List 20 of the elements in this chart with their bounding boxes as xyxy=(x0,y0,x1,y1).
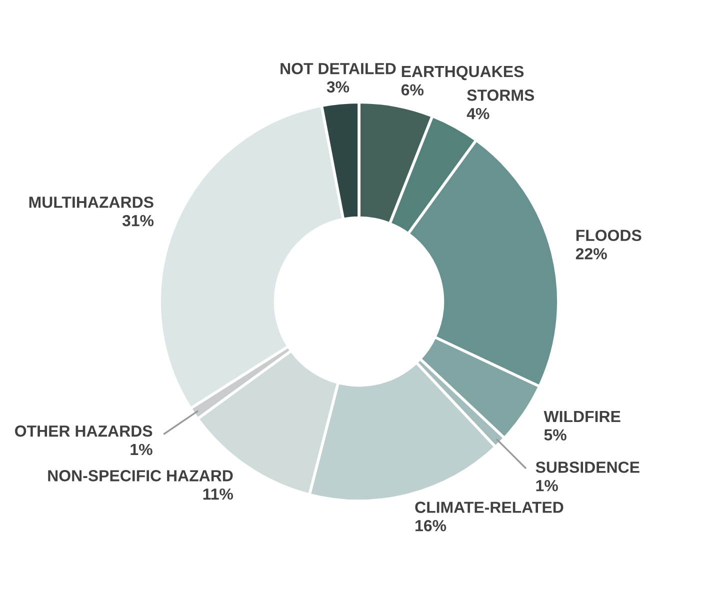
data-label: 3% xyxy=(326,81,350,93)
slice-label: CLIMATE-RELATED xyxy=(415,502,564,513)
data-label: 11% xyxy=(203,488,234,500)
slice-label: SUBSIDENCE xyxy=(536,462,640,473)
data-label: 1% xyxy=(130,444,152,456)
data-label: 16% xyxy=(416,520,446,532)
slice-label: WILDFIRE xyxy=(544,411,620,422)
data-label: 4% xyxy=(466,108,490,120)
slice-label: NOT DETAILED xyxy=(280,62,396,74)
data-label: 1% xyxy=(536,480,558,492)
slice-label: MULTIHAZARDS xyxy=(29,196,154,208)
data-label: 6% xyxy=(401,84,424,96)
data-label: 31% xyxy=(122,214,154,226)
data-label: 5% xyxy=(544,429,566,441)
slice-label: FLOODS xyxy=(576,230,642,242)
slice-label: OTHER HAZARDS xyxy=(15,425,152,437)
data-label: 22% xyxy=(576,248,607,260)
slice-label: NON-SPECIFIC HAZARD xyxy=(48,470,233,482)
slice-label: STORMS xyxy=(467,90,534,101)
slice-label: EARTHQUAKES xyxy=(402,66,524,80)
